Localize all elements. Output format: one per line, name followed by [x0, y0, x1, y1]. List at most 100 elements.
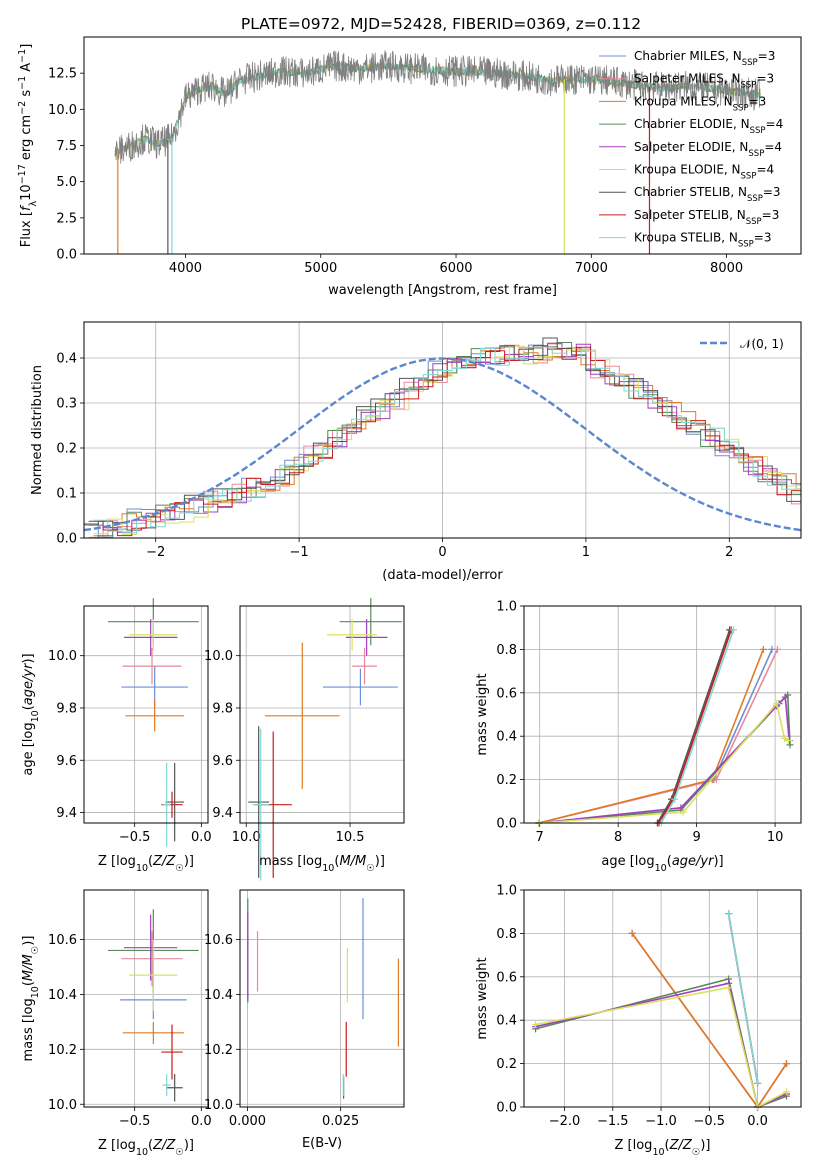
y-tick-label: 0.0 — [56, 532, 77, 547]
y-tick-label: 9.4 — [212, 806, 233, 821]
weight-marker-kroupa_miles — [628, 929, 636, 937]
label-part: ☉ — [175, 1147, 184, 1158]
y-axis-label: Normed distribution — [30, 365, 45, 495]
x-tick-label: 7 — [536, 830, 544, 845]
y-tick-label: 9.4 — [56, 806, 77, 821]
y-tick-label: 0.0 — [496, 1101, 517, 1116]
y-tick-label: 0.6 — [496, 970, 517, 985]
legend-sub: SSP — [748, 149, 764, 159]
x-tick-label: 0.0 — [747, 1114, 768, 1129]
y-tick-label: 0.2 — [496, 1057, 517, 1072]
weight-marker-kroupa_stelib — [671, 795, 679, 803]
label-part: )] — [184, 854, 194, 869]
x-tick-label: 5000 — [304, 261, 337, 276]
weight-marker-kroupa_elodie — [784, 737, 792, 745]
x-axis-label: E(B-V) — [302, 1136, 342, 1151]
y-tick-label: 0.1 — [56, 487, 77, 502]
y-tick-label: 0.0 — [56, 248, 77, 263]
legend-sub: SSP — [733, 103, 749, 113]
y-tick-label: 10.4 — [48, 988, 77, 1003]
label-part: s — [19, 90, 34, 101]
label-part: ☉ — [366, 863, 375, 874]
legend-name: Kroupa STELIB, N — [634, 231, 738, 245]
x-tick-label: 2 — [725, 545, 733, 560]
axes-frame — [239, 889, 405, 1108]
legend-sub: SSP — [741, 81, 757, 91]
weight-marker-kroupa_stelib — [725, 910, 733, 918]
legend-tail: =3 — [756, 72, 774, 86]
x-axis-label: Z [log10(Z/Z☉)] — [98, 1138, 194, 1158]
label-part: λ — [28, 200, 39, 206]
spectrum-data — [114, 50, 761, 164]
weight-marker-kroupa_elodie — [725, 984, 733, 992]
axes-spectrum: 4000 5000 6000 7000 8000 0.0 2.5 5.0 7.5 10.0 12.5 — [48, 67, 743, 276]
histogram-chabrier_stelib — [84, 337, 801, 531]
label-part: Z [log — [98, 854, 136, 869]
label-part: 10 — [652, 1147, 664, 1158]
y-tick-label: 9.6 — [56, 754, 77, 769]
y-tick-label: 10.2 — [204, 1043, 233, 1058]
y-tick-label: 0.8 — [496, 643, 517, 658]
label-part: )] — [713, 854, 723, 869]
axes-frame — [239, 605, 405, 824]
label-part: 10 — [136, 863, 148, 874]
legend-label: Chabrier MILES, NSSP=3 — [634, 49, 775, 68]
x-tick-label: 1 — [582, 545, 590, 560]
label-part: ( — [148, 1138, 153, 1153]
weight-marker-chabrier_elodie — [786, 741, 794, 749]
y-tick-label: 0.8 — [496, 927, 517, 942]
y-tick-label: 2.5 — [56, 211, 77, 226]
label-part: ( — [667, 854, 672, 869]
legend-name: Chabrier MILES, N — [634, 49, 742, 63]
y-tick-label: 5.0 — [56, 175, 77, 190]
label-part: Z/Z — [152, 1138, 176, 1153]
label-part: f — [19, 204, 34, 211]
legend-tail: =3 — [749, 94, 767, 108]
figure-title: PLATE=0972, MJD=52428, FIBERID=0369, z=0… — [241, 15, 641, 33]
label-part: 10 — [30, 710, 41, 722]
label-part: Z/Z — [669, 1138, 693, 1153]
legend-name: Chabrier ELODIE, N — [634, 117, 750, 131]
y-tick-label: 0.0 — [496, 817, 517, 832]
legend-tail: =3 — [762, 208, 780, 222]
y-tick-label: 10.6 — [204, 933, 233, 948]
y-tick-label: 10.0 — [204, 649, 233, 664]
x-tick-label: −0.5 — [119, 830, 151, 845]
y-tick-label: 0.4 — [56, 352, 77, 367]
label-part: M/M — [339, 854, 366, 869]
axes-residuals: −2 −1 0 1 2 0.0 0.1 0.2 0.3 0.4 — [56, 322, 801, 560]
x-tick-label: 0.025 — [322, 1114, 359, 1129]
label-part: −2 — [17, 101, 28, 115]
weight-marker-salpeter_elodie — [677, 804, 685, 812]
y-tick-label: 7.5 — [56, 139, 77, 154]
legend-sub: SSP — [747, 194, 763, 204]
legend-label: Salpeter STELIB, NSSP=3 — [634, 208, 779, 227]
y-tick-label: 12.5 — [48, 67, 77, 82]
y-tick-label: 10.0 — [48, 103, 77, 118]
label-part: erg cm — [19, 115, 34, 164]
y-axis-label: mass [log10(M/M☉)] — [21, 936, 41, 1062]
x-tick-label: −2 — [146, 545, 165, 560]
y-tick-label: 0.2 — [56, 442, 77, 457]
y-tick-label: 9.8 — [56, 701, 77, 716]
x-tick-label: 10.0 — [232, 830, 261, 845]
weight-marker-kroupa_miles — [783, 1060, 791, 1068]
label-part: Z [log — [98, 1138, 136, 1153]
weight-marker-salpeter_elodie — [781, 693, 789, 701]
axes-weight-vs-age: 7 8 9 10 0.0 0.2 0.4 0.6 0.8 1.0 — [496, 600, 801, 845]
x-tick-label: 6000 — [439, 261, 472, 276]
spectrum-model-kroupa_stelib — [114, 61, 761, 154]
legend-name: Salpeter STELIB, N — [634, 208, 746, 222]
label-part: ( — [21, 981, 36, 986]
x-tick-label: 0 — [438, 545, 446, 560]
y-tick-label: 10.6 — [48, 933, 77, 948]
x-tick-label: 0.0 — [191, 830, 212, 845]
x-axis-label: wavelength [Angstrom, rest frame] — [328, 283, 557, 298]
y-tick-label: 1.0 — [496, 884, 517, 899]
label-part: ☉ — [175, 863, 184, 874]
x-tick-label: 4000 — [169, 261, 202, 276]
weight-line-kroupa_stelib — [727, 913, 759, 1084]
legend-label: Kroupa ELODIE, NSSP=4 — [634, 163, 774, 182]
x-axis-label: (data-model)/error — [382, 568, 503, 583]
